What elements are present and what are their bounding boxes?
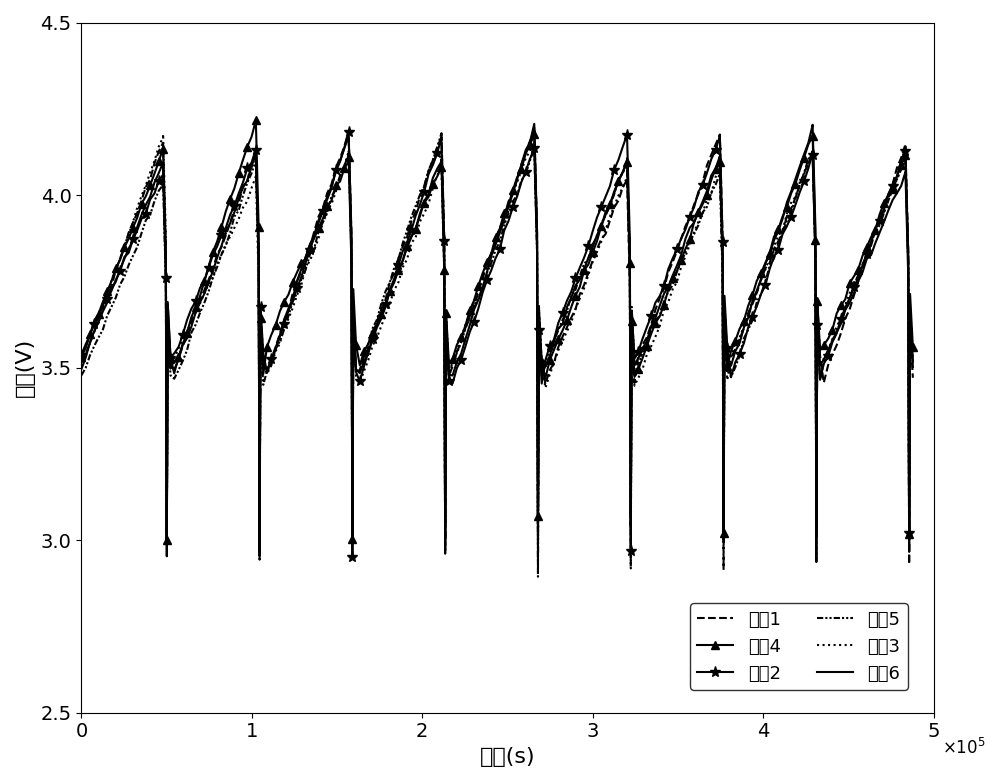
电池3 <box>317 217 329 227</box>
电池2 <box>667 254 679 264</box>
电池1 <box>75 358 87 368</box>
电池2 <box>75 350 87 360</box>
电池1 <box>528 122 540 131</box>
电池4 <box>907 343 919 352</box>
电池2 <box>343 127 355 136</box>
电池5 <box>532 572 544 581</box>
电池1 <box>313 212 325 221</box>
电池2 <box>313 218 325 228</box>
Line: 电池3: 电池3 <box>81 134 913 562</box>
电池6 <box>317 205 329 214</box>
电池6 <box>75 364 87 374</box>
电池3 <box>742 310 754 320</box>
电池5 <box>746 315 758 325</box>
电池1 <box>662 267 674 277</box>
电池4 <box>810 558 822 567</box>
电池6 <box>746 296 758 306</box>
电池6 <box>528 119 540 128</box>
电池4 <box>742 301 754 310</box>
电池3 <box>751 288 763 297</box>
Line: 电池5: 电池5 <box>81 133 913 576</box>
电池2 <box>907 362 919 371</box>
电池6 <box>755 274 767 284</box>
电池6 <box>907 357 919 366</box>
电池5 <box>435 128 447 138</box>
电池3 <box>662 297 674 307</box>
电池1 <box>751 288 763 297</box>
电池1 <box>903 559 915 569</box>
电池1 <box>253 254 265 264</box>
电池5 <box>75 371 87 380</box>
Legend: 电池1, 电池4, 电池2, 电池5, 电池3, 电池6: 电池1, 电池4, 电池2, 电池5, 电池3, 电池6 <box>690 604 908 690</box>
电池5 <box>755 289 767 299</box>
电池5 <box>253 257 265 267</box>
电池1 <box>907 373 919 382</box>
电池4 <box>250 116 262 125</box>
电池3 <box>157 129 169 138</box>
电池3 <box>810 558 822 567</box>
电池1 <box>742 309 754 318</box>
电池6 <box>161 551 173 561</box>
电池4 <box>781 203 793 212</box>
Line: 电池1: 电池1 <box>81 127 913 564</box>
电池5 <box>785 207 797 217</box>
电池3 <box>75 361 87 371</box>
电池2 <box>346 553 358 562</box>
电池2 <box>746 312 758 321</box>
电池5 <box>907 358 919 368</box>
Line: 电池2: 电池2 <box>76 126 918 563</box>
电池1 <box>781 212 793 221</box>
Line: 电池4: 电池4 <box>77 116 917 566</box>
X-axis label: 时间(s): 时间(s) <box>480 747 535 767</box>
电池4 <box>75 352 87 361</box>
电池2 <box>755 289 767 299</box>
电池3 <box>781 209 793 218</box>
Line: 电池6: 电池6 <box>81 124 913 556</box>
电池4 <box>751 276 763 285</box>
Y-axis label: 电压(V): 电压(V) <box>15 338 35 397</box>
电池4 <box>254 545 266 554</box>
Text: $\times10^5$: $\times10^5$ <box>942 738 986 758</box>
电池6 <box>785 187 797 196</box>
电池2 <box>253 246 265 256</box>
电池4 <box>317 214 329 224</box>
电池4 <box>662 285 674 295</box>
电池3 <box>907 359 919 368</box>
电池5 <box>313 227 325 236</box>
电池6 <box>667 271 679 281</box>
电池6 <box>254 521 266 530</box>
电池5 <box>667 281 679 290</box>
电池2 <box>785 212 797 221</box>
电池3 <box>254 540 266 550</box>
